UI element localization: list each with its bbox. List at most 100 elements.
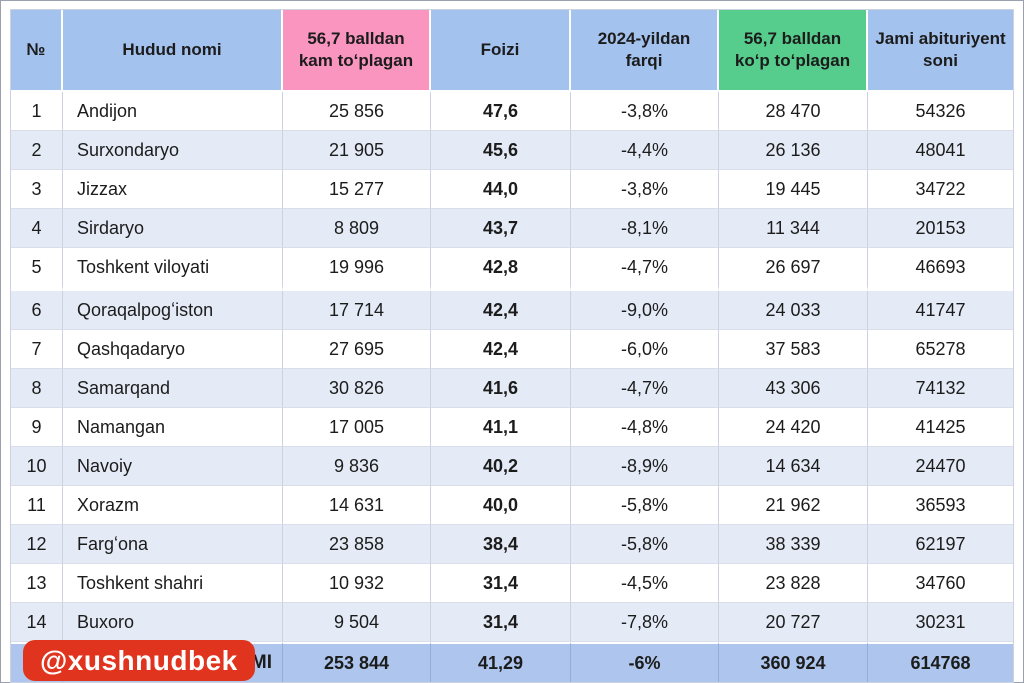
column-header-pct: Foizi (431, 10, 571, 92)
cell-total: 54326 (868, 92, 1013, 131)
cell-num: 10 (11, 447, 63, 486)
table-row: 14 Buxoro 9 504 31,4 -7,8% 20 727 30231 (11, 603, 1013, 642)
cell-region: Xorazm (63, 486, 283, 525)
cell-above: 26 136 (719, 131, 868, 170)
cell-region: Samarqand (63, 369, 283, 408)
table-row: 6 Qoraqalpogʻiston 17 714 42,4 -9,0% 24 033 41… (11, 291, 1013, 330)
cell-diff: -4,7% (571, 248, 719, 291)
cell-pct: 31,4 (431, 603, 571, 642)
table-header: № Hudud nomi 56,7 balldan kam toʻplagan Foi… (11, 10, 1013, 92)
cell-pct: 45,6 (431, 131, 571, 170)
cell-above: 20 727 (719, 603, 868, 642)
total-cell-above: 360 924 (719, 642, 868, 682)
cell-below: 25 856 (283, 92, 431, 131)
cell-diff: -7,8% (571, 603, 719, 642)
cell-below: 8 809 (283, 209, 431, 248)
table-row: 7 Qashqadaryo 27 695 42,4 -6,0% 37 583 65278 (11, 330, 1013, 369)
cell-diff: -4,4% (571, 131, 719, 170)
cell-pct: 41,6 (431, 369, 571, 408)
cell-num: 1 (11, 92, 63, 131)
total-cell-pct: 41,29 (431, 642, 571, 682)
header-row: № Hudud nomi 56,7 balldan kam toʻplagan Foi… (11, 10, 1013, 92)
cell-total: 62197 (868, 525, 1013, 564)
cell-below: 27 695 (283, 330, 431, 369)
cell-total: 46693 (868, 248, 1013, 291)
cell-num: 13 (11, 564, 63, 603)
table-row: 9 Namangan 17 005 41,1 -4,8% 24 420 41425 (11, 408, 1013, 447)
cell-above: 11 344 (719, 209, 868, 248)
cell-above: 26 697 (719, 248, 868, 291)
cell-pct: 41,1 (431, 408, 571, 447)
table-row: 8 Samarqand 30 826 41,6 -4,7% 43 306 74132 (11, 369, 1013, 408)
cell-diff: -9,0% (571, 291, 719, 330)
table-row: 12 Fargʻona 23 858 38,4 -5,8% 38 339 62197 (11, 525, 1013, 564)
cell-above: 14 634 (719, 447, 868, 486)
cell-total: 48041 (868, 131, 1013, 170)
cell-region: Toshkent shahri (63, 564, 283, 603)
table-row: 13 Toshkent shahri 10 932 31,4 -4,5% 23 828 34… (11, 564, 1013, 603)
cell-diff: -6,0% (571, 330, 719, 369)
table-row: 5 Toshkent viloyati 19 996 42,8 -4,7% 26 697 4… (11, 248, 1013, 291)
cell-diff: -4,7% (571, 369, 719, 408)
cell-below: 17 005 (283, 408, 431, 447)
cell-below: 19 996 (283, 248, 431, 291)
cell-pct: 40,2 (431, 447, 571, 486)
cell-below: 14 631 (283, 486, 431, 525)
cell-pct: 31,4 (431, 564, 571, 603)
cell-region: Qashqadaryo (63, 330, 283, 369)
cell-above: 24 420 (719, 408, 868, 447)
cell-above: 38 339 (719, 525, 868, 564)
cell-region: Toshkent viloyati (63, 248, 283, 291)
cell-total: 41747 (868, 291, 1013, 330)
total-cell-total: 614768 (868, 642, 1013, 682)
table-row: 4 Sirdaryo 8 809 43,7 -8,1% 11 344 20153 (11, 209, 1013, 248)
cell-diff: -8,1% (571, 209, 719, 248)
cell-region: Namangan (63, 408, 283, 447)
cell-below: 21 905 (283, 131, 431, 170)
table-row: 1 Andijon 25 856 47,6 -3,8% 28 470 54326 (11, 92, 1013, 131)
cell-below: 30 826 (283, 369, 431, 408)
cell-num: 6 (11, 291, 63, 330)
cell-above: 43 306 (719, 369, 868, 408)
cell-total: 34760 (868, 564, 1013, 603)
watermark-badge: @xushnudbek (23, 640, 255, 681)
table-row: 3 Jizzax 15 277 44,0 -3,8% 19 445 34722 (11, 170, 1013, 209)
cell-region: Surxondaryo (63, 131, 283, 170)
cell-total: 74132 (868, 369, 1013, 408)
cell-pct: 38,4 (431, 525, 571, 564)
table-row: 10 Navoiy 9 836 40,2 -8,9% 14 634 24470 (11, 447, 1013, 486)
cell-num: 5 (11, 248, 63, 291)
cell-diff: -5,8% (571, 525, 719, 564)
cell-pct: 42,4 (431, 330, 571, 369)
cell-above: 37 583 (719, 330, 868, 369)
cell-region: Navoiy (63, 447, 283, 486)
cell-total: 65278 (868, 330, 1013, 369)
cell-total: 34722 (868, 170, 1013, 209)
total-cell-diff: -6% (571, 642, 719, 682)
cell-total: 20153 (868, 209, 1013, 248)
column-header-num: № (11, 10, 63, 92)
cell-num: 4 (11, 209, 63, 248)
column-header-region: Hudud nomi (63, 10, 283, 92)
table-row: 2 Surxondaryo 21 905 45,6 -4,4% 26 136 48041 (11, 131, 1013, 170)
cell-diff: -3,8% (571, 92, 719, 131)
cell-total: 30231 (868, 603, 1013, 642)
cell-above: 24 033 (719, 291, 868, 330)
total-cell-below: 253 844 (283, 642, 431, 682)
results-table-container: № Hudud nomi 56,7 balldan kam toʻplagan Foi… (10, 9, 1014, 683)
cell-diff: -4,8% (571, 408, 719, 447)
cell-above: 23 828 (719, 564, 868, 603)
results-table: № Hudud nomi 56,7 balldan kam toʻplagan Foi… (11, 10, 1013, 682)
column-header-total: Jami abituriyent soni (868, 10, 1013, 92)
cell-pct: 44,0 (431, 170, 571, 209)
cell-num: 3 (11, 170, 63, 209)
cell-region: Buxoro (63, 603, 283, 642)
cell-num: 9 (11, 408, 63, 447)
cell-below: 9 504 (283, 603, 431, 642)
column-header-diff: 2024-yildan farqi (571, 10, 719, 92)
cell-pct: 42,8 (431, 248, 571, 291)
table-row: 11 Xorazm 14 631 40,0 -5,8% 21 962 36593 (11, 486, 1013, 525)
cell-pct: 43,7 (431, 209, 571, 248)
cell-num: 2 (11, 131, 63, 170)
